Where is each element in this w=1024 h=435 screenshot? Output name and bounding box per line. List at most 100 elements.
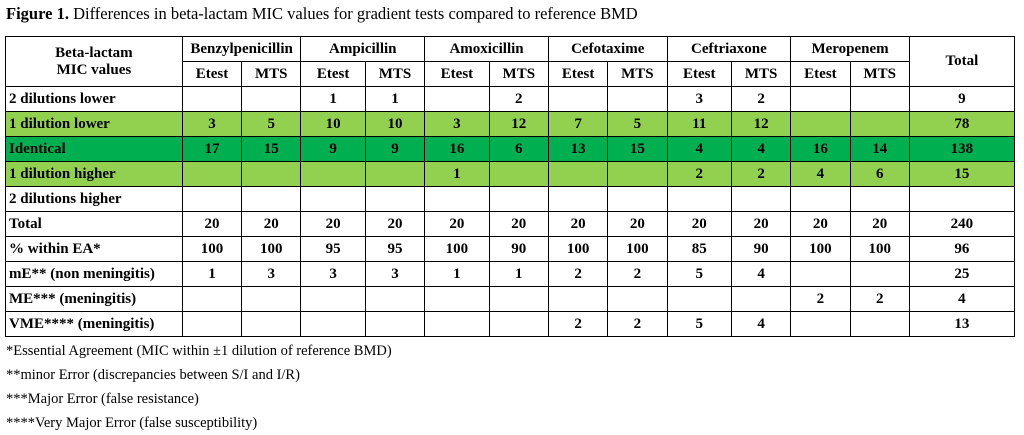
table-cell: 20 <box>730 211 792 237</box>
table-cell <box>300 161 366 187</box>
table-cell: 5 <box>607 111 668 137</box>
table-cell: 5 <box>666 311 733 337</box>
table-cell: 100 <box>547 236 609 262</box>
table-cell: 20 <box>790 211 851 237</box>
table-cell: 20 <box>666 211 733 237</box>
footnotes: *Essential Agreement (MIC within ±1 dilu… <box>6 339 392 435</box>
table-cell <box>488 311 549 337</box>
table-cell: 1 <box>424 161 490 187</box>
header-row-drugs: Beta-lactam MIC values Benzylpenicillin … <box>5 36 1016 87</box>
table-cell <box>424 86 490 112</box>
mic-differences-table: Beta-lactam MIC values Benzylpenicillin … <box>5 36 1016 337</box>
table-cell <box>547 161 609 187</box>
corner-label-line2: MIC values <box>56 61 132 78</box>
table-cell: 3 <box>181 111 243 137</box>
table-cell: 7 <box>547 111 609 137</box>
table-cell: 1 <box>424 261 490 287</box>
subheader-mts: MTS <box>849 61 910 87</box>
table-row: 2 dilutions higher <box>5 186 1016 212</box>
figure-title: Differences in beta-lactam MIC values fo… <box>68 4 638 23</box>
table-cell <box>364 161 426 187</box>
table-row: 1 dilution higher 1 2 2 4 6 15 <box>5 161 1016 187</box>
row-total-cell: 78 <box>908 111 1016 137</box>
table-cell: 2 <box>730 161 792 187</box>
table-cell <box>849 311 910 337</box>
row-total-cell <box>908 186 1016 212</box>
table-cell: 85 <box>666 236 733 262</box>
table-cell: 2 <box>849 286 910 312</box>
table-cell: 90 <box>488 236 549 262</box>
table-cell <box>849 261 910 287</box>
table-cell: 100 <box>181 236 243 262</box>
table-cell: 100 <box>607 236 668 262</box>
subheader-mts: MTS <box>364 61 426 87</box>
table-cell: 16 <box>790 136 851 162</box>
table-cell: 3 <box>364 261 426 287</box>
table-cell <box>364 286 426 312</box>
table-cell <box>790 311 851 337</box>
table-cell: 2 <box>730 86 792 112</box>
table-cell <box>730 286 792 312</box>
table-cell: 5 <box>666 261 733 287</box>
table-cell: 1 <box>488 261 549 287</box>
header-row-methods: Etest MTS Etest MTS Etest MTS Etest MTS … <box>6 61 1015 87</box>
row-label: 1 dilution higher <box>5 161 183 187</box>
table-cell <box>241 311 302 337</box>
table-cell: 20 <box>849 211 910 237</box>
table-cell: 100 <box>424 236 490 262</box>
table-cell: 4 <box>730 136 792 162</box>
subheader-etest: Etest <box>300 61 366 87</box>
table-cell <box>547 286 609 312</box>
subheader-mts: MTS <box>607 61 668 87</box>
total-header: Total <box>908 36 1016 87</box>
row-label: 2 dilutions higher <box>5 186 183 212</box>
table-cell: 4 <box>790 161 851 187</box>
table-cell <box>364 186 426 212</box>
table-cell <box>181 286 243 312</box>
table-cell <box>730 186 792 212</box>
table-row: mE** (non meningitis) 1 3 3 3 1 1 2 2 5 4 25 <box>5 261 1016 287</box>
table-cell: 2 <box>488 86 549 112</box>
subheader-etest: Etest <box>424 61 490 87</box>
corner-header: Beta-lactam MIC values <box>5 36 183 87</box>
table-row: ME*** (meningitis) 2 2 4 <box>5 286 1016 312</box>
table-cell <box>181 186 243 212</box>
row-label: Identical <box>5 136 183 162</box>
drug-header-ceftriaxone: Ceftriaxone <box>666 36 792 62</box>
row-total-cell: 4 <box>908 286 1016 312</box>
corner-label-line1: Beta-lactam <box>55 44 133 61</box>
footnote-minor-error: **minor Error (discrepancies between S/I… <box>6 367 300 383</box>
row-label: 2 dilutions lower <box>5 86 183 112</box>
table-cell: 15 <box>241 136 302 162</box>
table-cell: 17 <box>181 136 243 162</box>
table-cell: 2 <box>666 161 733 187</box>
table-cell: 6 <box>488 136 549 162</box>
table-cell <box>790 261 851 287</box>
footnote-very-major-error: ****Very Major Error (false susceptibili… <box>6 415 258 431</box>
subheader-mts: MTS <box>241 61 302 87</box>
table-cell <box>607 161 668 187</box>
table-cell: 20 <box>488 211 549 237</box>
table-cell: 1 <box>300 86 366 112</box>
row-total-cell: 13 <box>908 311 1016 337</box>
table-cell <box>181 86 243 112</box>
table-row: 1 dilution lower 3 5 10 10 3 12 7 5 11 12 78 <box>5 111 1016 137</box>
table-cell: 4 <box>730 311 792 337</box>
row-label: ME*** (meningitis) <box>5 286 183 312</box>
table-cell: 9 <box>300 136 366 162</box>
subheader-etest: Etest <box>181 61 243 87</box>
table-cell: 2 <box>607 261 668 287</box>
table-cell <box>790 111 851 137</box>
table-cell: 10 <box>364 111 426 137</box>
table-row: Total 20 20 20 20 20 20 20 20 20 20 20 20 240 <box>5 211 1016 237</box>
table-cell <box>488 161 549 187</box>
table-cell <box>181 161 243 187</box>
table-cell <box>488 186 549 212</box>
subheader-mts: MTS <box>488 61 549 87</box>
table-cell <box>849 186 910 212</box>
table-cell: 3 <box>666 86 733 112</box>
table-cell <box>488 286 549 312</box>
table-cell <box>364 311 426 337</box>
row-total-cell: 138 <box>908 136 1016 162</box>
table-cell: 20 <box>547 211 609 237</box>
